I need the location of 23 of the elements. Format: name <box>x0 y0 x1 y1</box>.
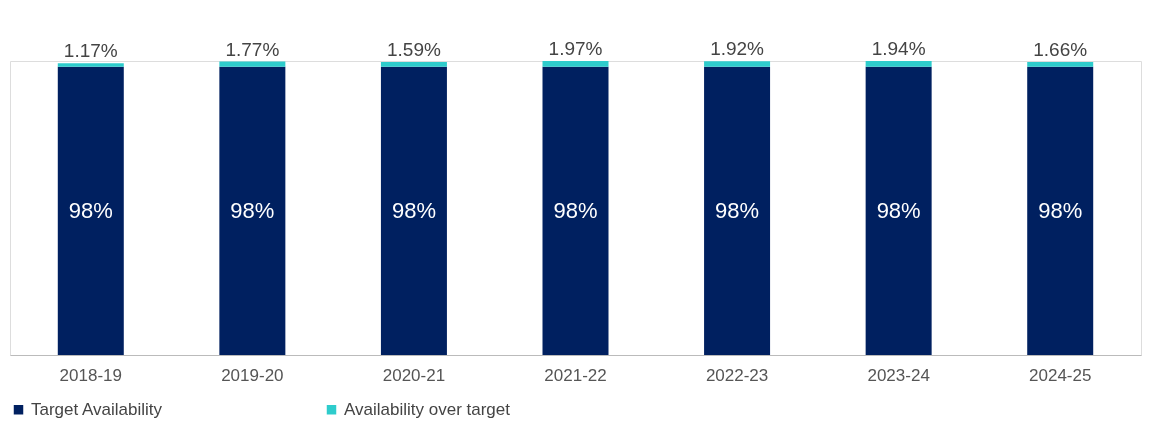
legend-label: Target Availability <box>31 399 163 419</box>
data-label: 98% <box>391 197 436 223</box>
data-label: 98% <box>230 197 275 223</box>
x-tick-label: 2023-24 <box>867 365 930 385</box>
data-label: 98% <box>553 197 598 223</box>
data-label: 98% <box>68 197 113 223</box>
x-tick-label: 2020-21 <box>382 365 446 385</box>
x-tick-label: 2018-19 <box>59 365 122 385</box>
data-label: 1.66% <box>1033 38 1088 60</box>
data-label: 1.97% <box>548 38 603 59</box>
data-label: 1.94% <box>871 38 926 60</box>
data-label: 1.77% <box>225 38 280 60</box>
data-label: 1.17% <box>63 40 118 62</box>
x-tick-label: 2019-20 <box>221 365 284 385</box>
x-tick-label: 2022-23 <box>705 365 769 385</box>
x-tick-label: 2024-25 <box>1029 365 1092 385</box>
legend-label: Availability over target <box>344 399 511 419</box>
data-label: 98% <box>876 197 921 223</box>
data-label: 1.92% <box>710 38 765 60</box>
data-label: 98% <box>1038 197 1083 223</box>
data-label: 98% <box>715 197 760 223</box>
x-tick-label: 2021-22 <box>544 365 607 385</box>
data-label: 1.59% <box>386 39 441 61</box>
